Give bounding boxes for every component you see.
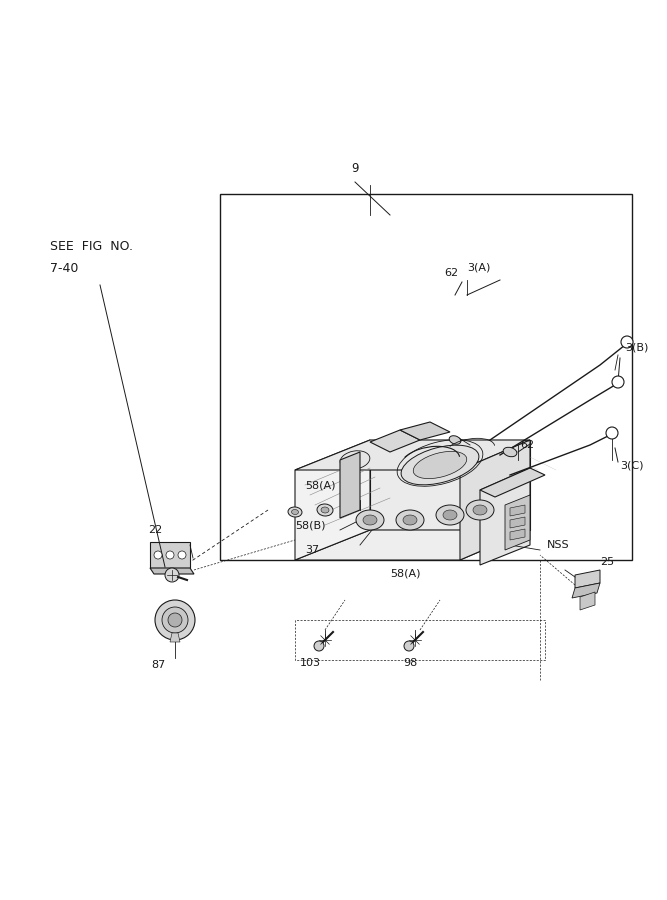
Circle shape	[155, 600, 195, 640]
Ellipse shape	[503, 447, 517, 456]
Text: 87: 87	[151, 660, 165, 670]
Text: NSS: NSS	[547, 540, 570, 550]
Text: 103: 103	[299, 658, 321, 668]
Polygon shape	[510, 529, 525, 540]
Text: 3(C): 3(C)	[620, 460, 644, 470]
Ellipse shape	[436, 505, 464, 525]
Polygon shape	[572, 583, 600, 598]
Ellipse shape	[291, 509, 299, 515]
Polygon shape	[370, 430, 420, 452]
Circle shape	[168, 613, 182, 627]
Ellipse shape	[288, 507, 302, 517]
Ellipse shape	[403, 515, 417, 525]
Ellipse shape	[443, 510, 457, 520]
Polygon shape	[510, 505, 525, 516]
Polygon shape	[400, 422, 450, 440]
Circle shape	[612, 376, 624, 388]
Polygon shape	[295, 440, 530, 470]
Ellipse shape	[414, 452, 467, 479]
Polygon shape	[575, 570, 600, 588]
Ellipse shape	[449, 436, 461, 445]
Polygon shape	[295, 440, 370, 560]
Text: SEE  FIG  NO.: SEE FIG NO.	[50, 240, 133, 253]
Text: 98: 98	[403, 658, 417, 668]
Circle shape	[314, 641, 324, 651]
Text: 3(B): 3(B)	[625, 343, 648, 353]
Polygon shape	[505, 495, 530, 550]
Polygon shape	[510, 517, 525, 528]
Ellipse shape	[363, 515, 377, 525]
Text: 58(A): 58(A)	[305, 480, 336, 490]
Text: 25: 25	[600, 557, 614, 567]
Circle shape	[621, 336, 633, 348]
Polygon shape	[340, 452, 360, 518]
Text: 62: 62	[444, 268, 458, 278]
Circle shape	[606, 427, 618, 439]
Polygon shape	[370, 440, 530, 530]
Text: 62: 62	[520, 440, 534, 450]
Polygon shape	[295, 530, 530, 560]
Ellipse shape	[466, 500, 494, 520]
Ellipse shape	[317, 504, 333, 516]
Ellipse shape	[396, 510, 424, 530]
Text: 37: 37	[305, 545, 319, 555]
Circle shape	[166, 551, 174, 559]
Circle shape	[178, 551, 186, 559]
Polygon shape	[480, 468, 530, 565]
Ellipse shape	[401, 446, 479, 485]
Ellipse shape	[340, 451, 370, 469]
Polygon shape	[460, 440, 530, 560]
Circle shape	[165, 568, 179, 582]
Polygon shape	[150, 568, 194, 574]
Text: 22: 22	[148, 525, 162, 535]
Ellipse shape	[473, 505, 487, 515]
Text: 3(A): 3(A)	[467, 263, 490, 273]
Ellipse shape	[356, 510, 384, 530]
Ellipse shape	[321, 507, 329, 513]
Circle shape	[404, 641, 414, 651]
Bar	[220, 194, 632, 560]
Circle shape	[154, 551, 162, 559]
Polygon shape	[580, 592, 595, 610]
Text: 9: 9	[352, 162, 359, 175]
Polygon shape	[480, 468, 545, 497]
Polygon shape	[150, 542, 190, 568]
Polygon shape	[170, 633, 180, 642]
Text: 58(B): 58(B)	[295, 520, 325, 530]
Text: 7-40: 7-40	[50, 262, 79, 275]
Circle shape	[162, 607, 188, 633]
Text: 58(A): 58(A)	[390, 568, 420, 578]
